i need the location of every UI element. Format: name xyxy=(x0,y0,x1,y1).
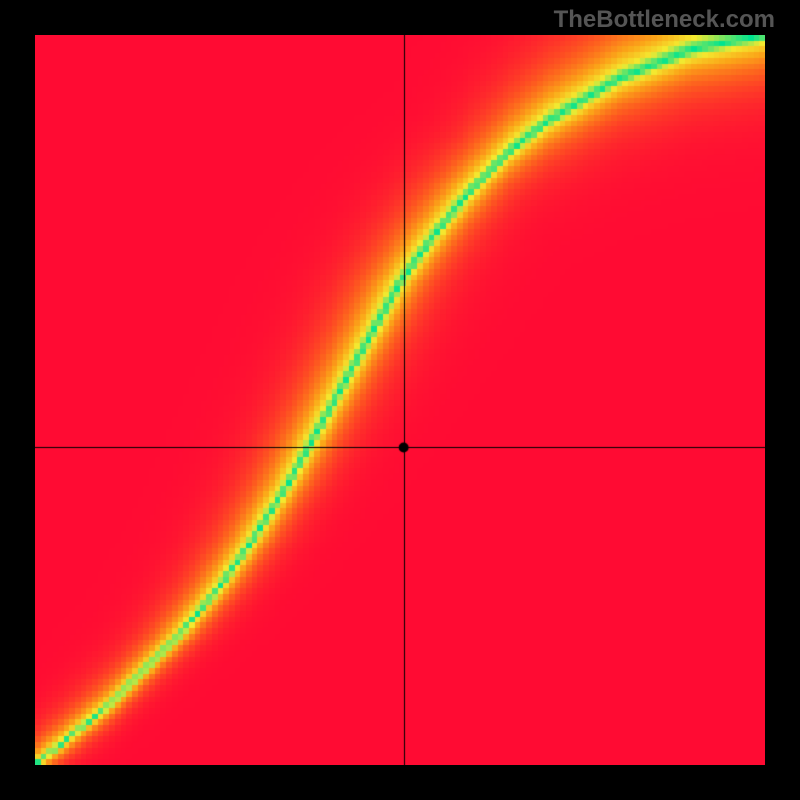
bottleneck-heatmap xyxy=(35,35,765,765)
chart-container: { "meta": { "width": 800, "height": 800 … xyxy=(0,0,800,800)
watermark-text: TheBottleneck.com xyxy=(554,6,775,34)
